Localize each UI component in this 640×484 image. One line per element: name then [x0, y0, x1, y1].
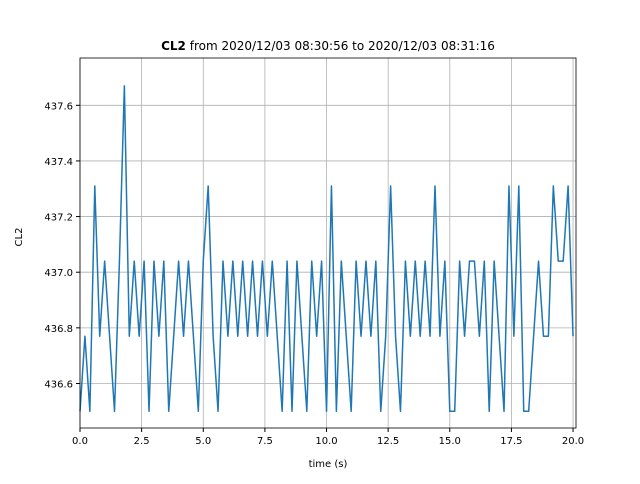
data-line — [79, 85, 574, 413]
x-tick-label: 17.5 — [500, 436, 522, 447]
y-tick-label: 436.8 — [44, 324, 73, 335]
x-tick-label: 5.0 — [195, 436, 211, 447]
x-tick-label: 15.0 — [439, 436, 461, 447]
title-bold: CL2 — [161, 39, 186, 53]
x-axis-label: time (s) — [309, 459, 348, 470]
y-tick-label: 437.0 — [44, 268, 73, 279]
y-tick-label: 437.4 — [44, 157, 73, 168]
y-tick-label: 436.6 — [44, 379, 73, 390]
x-tick-label: 2.5 — [134, 436, 150, 447]
x-tick-label: 7.5 — [257, 436, 273, 447]
title-rest: from 2020/12/03 08:30:56 to 2020/12/03 0… — [190, 39, 495, 53]
x-tick-label: 10.0 — [315, 436, 337, 447]
x-tick-label: 20.0 — [562, 436, 584, 447]
y-tick-label: 437.6 — [44, 101, 73, 112]
chart-title: CL2 from 2020/12/03 08:30:56 to 2020/12/… — [161, 39, 495, 53]
x-tick-label: 12.5 — [377, 436, 399, 447]
plot-frame — [79, 57, 577, 429]
y-tick-label: 437.2 — [44, 213, 73, 224]
y-axis-label: CL2 — [14, 228, 25, 247]
x-tick-label: 0.0 — [72, 436, 88, 447]
